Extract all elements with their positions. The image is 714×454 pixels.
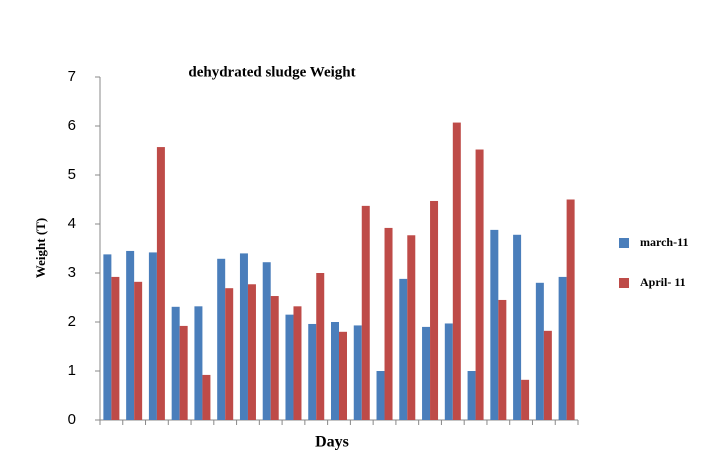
bar — [558, 276, 567, 420]
bar — [331, 322, 339, 420]
legend-label: April- 11 — [640, 275, 686, 289]
bar — [217, 258, 226, 420]
bar — [430, 200, 439, 420]
bar — [126, 250, 135, 420]
y-tick-label: 0 — [68, 411, 76, 428]
y-tick-label: 6 — [68, 117, 76, 134]
bar — [399, 278, 408, 420]
y-tick-label: 5 — [68, 166, 76, 183]
bar — [384, 227, 393, 420]
x-axis-label: Days — [315, 434, 349, 451]
bar — [543, 330, 552, 420]
bar — [422, 326, 431, 420]
bar — [103, 254, 112, 420]
bar — [285, 314, 294, 420]
bar — [361, 205, 370, 420]
bar — [179, 325, 188, 420]
bar — [566, 199, 575, 420]
bar — [225, 288, 234, 420]
bar — [521, 379, 530, 420]
bar — [490, 229, 499, 420]
bar — [513, 234, 522, 420]
legend-label: march-11 — [640, 235, 688, 249]
y-tick-label: 1 — [68, 362, 76, 379]
bar — [308, 323, 317, 420]
bar — [467, 371, 476, 420]
bar — [270, 296, 279, 420]
bar — [171, 306, 180, 420]
bar — [498, 299, 507, 420]
bar — [239, 253, 248, 420]
bar — [407, 235, 416, 420]
bar — [353, 325, 362, 420]
bar — [339, 331, 347, 420]
bar — [134, 281, 143, 420]
bar — [316, 273, 325, 420]
bar — [111, 276, 120, 420]
legend-swatch — [619, 238, 629, 248]
bar — [247, 284, 256, 420]
bar — [148, 252, 157, 420]
chart-title: dehydrated sludge Weight — [188, 64, 355, 80]
legend-swatch — [619, 278, 629, 288]
bar — [293, 306, 302, 420]
bar — [262, 262, 271, 420]
y-axis-label: Weight (T) — [33, 218, 48, 278]
y-tick-label: 2 — [68, 313, 76, 330]
bar — [376, 371, 385, 420]
bar — [452, 122, 461, 420]
y-tick-label: 3 — [68, 264, 76, 281]
y-tick-label: 7 — [68, 68, 76, 85]
bar — [156, 147, 165, 420]
bar — [202, 374, 211, 420]
bar — [535, 282, 544, 420]
bar — [475, 149, 484, 420]
y-tick-label: 4 — [68, 215, 76, 232]
bar — [444, 323, 453, 420]
bar — [194, 306, 203, 420]
